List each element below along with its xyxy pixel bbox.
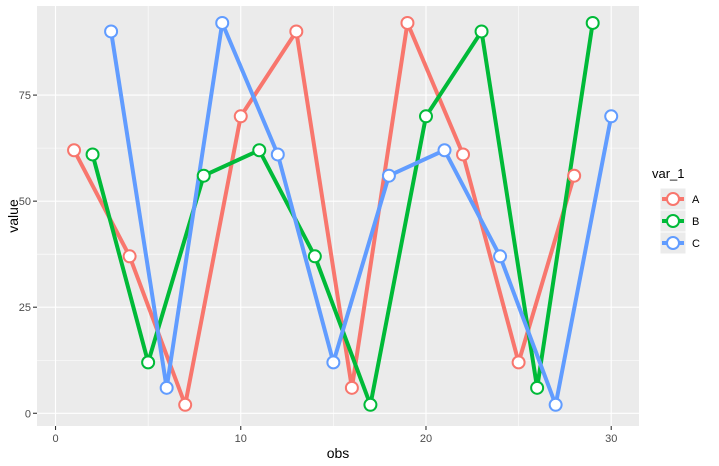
y-tick-labels: 0 25 50 75 — [19, 90, 31, 420]
y-tick-label: 50 — [19, 196, 31, 208]
data-point-B — [363, 397, 378, 412]
data-point-C — [326, 355, 341, 370]
data-point-A — [567, 168, 582, 183]
data-point-C — [493, 249, 508, 264]
data-point-B — [530, 380, 545, 395]
data-point-A — [511, 355, 526, 370]
y-tick-label: 75 — [19, 90, 31, 102]
data-point-B — [252, 143, 267, 158]
data-point-B — [585, 15, 600, 30]
data-point-B — [196, 168, 211, 183]
data-point-B — [307, 249, 322, 264]
data-point-B — [418, 109, 433, 124]
legend-key-point — [666, 236, 680, 250]
y-tick-label: 0 — [25, 408, 31, 420]
data-point-C — [437, 143, 452, 158]
data-point-C — [548, 397, 563, 412]
data-point-B — [474, 24, 489, 39]
legend-key-point — [666, 214, 680, 228]
data-point-A — [122, 249, 137, 264]
legend-key-point — [666, 192, 680, 206]
data-point-C — [159, 380, 174, 395]
legend-label: B — [692, 216, 699, 228]
data-point-A — [67, 143, 82, 158]
y-axis-title: value — [5, 199, 21, 233]
data-point-C — [215, 15, 230, 30]
legend-title: var_1 — [652, 166, 685, 181]
y-tick-label: 25 — [19, 302, 31, 314]
data-point-A — [289, 24, 304, 39]
legend: var_1 ABC — [652, 166, 700, 255]
data-point-C — [270, 147, 285, 162]
data-point-A — [178, 397, 193, 412]
data-point-C — [104, 24, 119, 39]
data-point-A — [233, 109, 248, 124]
legend-label: A — [692, 194, 700, 206]
x-tick-labels: 0 10 20 30 — [52, 433, 617, 445]
data-point-B — [141, 355, 156, 370]
x-tick-label: 10 — [235, 433, 247, 445]
x-tick-label: 30 — [605, 433, 617, 445]
data-point-A — [400, 15, 415, 30]
data-point-A — [456, 147, 471, 162]
axis-ticks — [33, 94, 612, 430]
data-point-C — [381, 168, 396, 183]
major-gridlines — [37, 6, 639, 426]
series-layer — [67, 15, 619, 412]
data-point-B — [85, 147, 100, 162]
data-point-A — [344, 380, 359, 395]
data-point-C — [604, 109, 619, 124]
series-line-C — [109, 20, 614, 407]
x-tick-label: 20 — [420, 433, 432, 445]
legend-label: C — [692, 238, 700, 250]
x-tick-label: 0 — [52, 433, 58, 445]
x-axis-title: obs — [327, 445, 350, 461]
